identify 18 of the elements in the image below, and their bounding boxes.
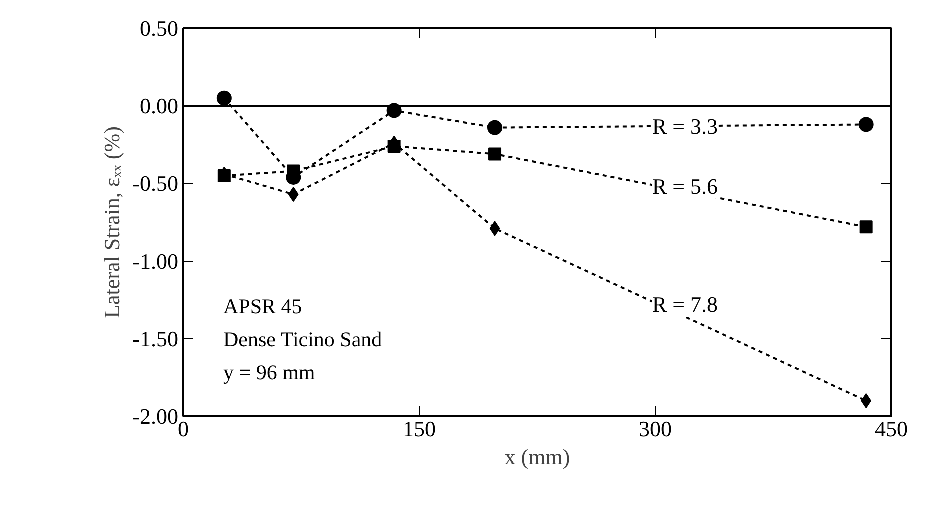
- x-axis-title: x (mm): [504, 444, 570, 470]
- y-tick-label: -1.00: [132, 248, 178, 274]
- series-label: R = 5.6: [652, 174, 718, 199]
- annotation: y = 96 mm: [224, 360, 316, 384]
- y-tick-label: 0.00: [140, 94, 178, 119]
- annotation: Dense Ticino Sand: [224, 328, 383, 352]
- x-tick-label: 300: [639, 416, 672, 442]
- x-tick-label: 150: [403, 416, 436, 442]
- x-tick-label: 450: [875, 416, 908, 442]
- y-axis-title: Lateral Strain, εₓₓ (%): [100, 126, 125, 318]
- y-tick-label: -1.50: [132, 326, 178, 352]
- y-tick-label: -2.00: [132, 404, 178, 429]
- x-tick-label: 0: [178, 416, 189, 442]
- series-label: R = 7.8: [652, 292, 718, 318]
- series-label: R = 3.3: [652, 114, 718, 139]
- annotation: APSR 45: [224, 294, 302, 318]
- y-tick-label: 0.50: [140, 16, 178, 41]
- y-tick-label: -0.50: [132, 171, 178, 196]
